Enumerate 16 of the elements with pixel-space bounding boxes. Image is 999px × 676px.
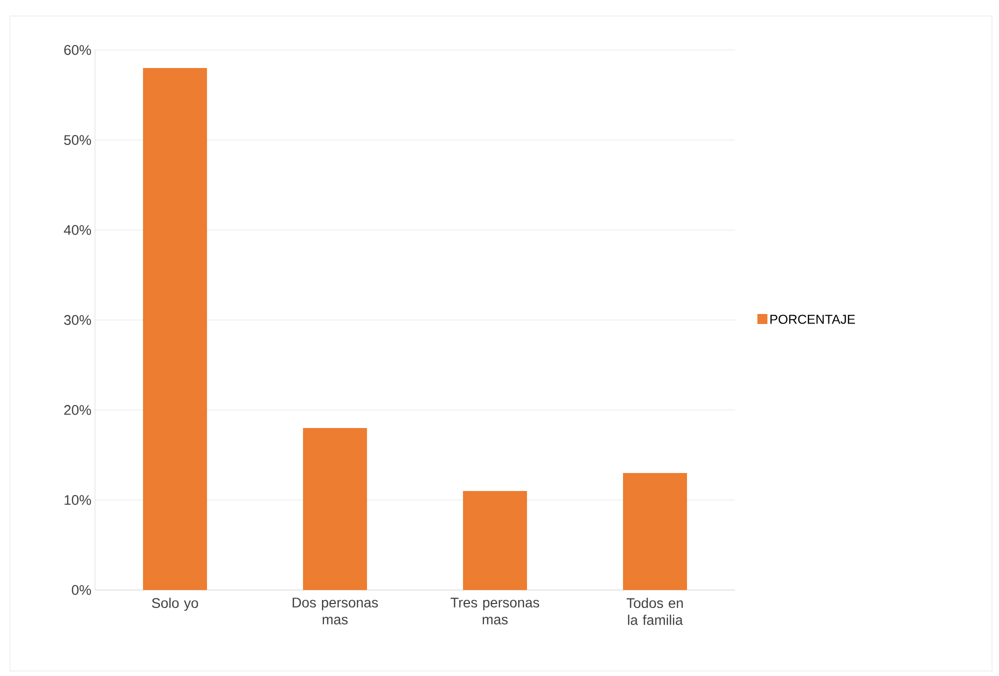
y-tick-label: 20% [64,405,91,415]
y-tick-label: 50% [64,135,91,145]
y-tick-label: 40% [64,225,91,235]
y-tick-label: 60% [64,45,91,55]
y-tick-label: 30% [64,315,91,325]
legend-label: PORCENTAJE [770,314,855,324]
x-tick-label: Tres personas mas [450,598,540,624]
bar [463,491,528,590]
x-tick-label: Dos personas mas [292,598,378,624]
bar [303,428,368,590]
y-tick-label: 10% [64,495,91,505]
bar [623,473,688,590]
y-tick-label: 0% [72,585,91,595]
bar [143,68,207,590]
x-tick-label: Todos en la familia [626,598,683,625]
x-tick-label: Solo yo [152,598,198,611]
